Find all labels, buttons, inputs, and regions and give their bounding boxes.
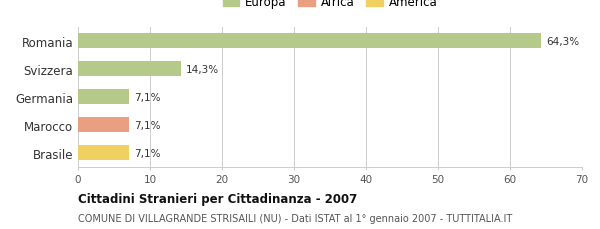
Text: 7,1%: 7,1% xyxy=(134,120,161,130)
Bar xyxy=(78,145,129,161)
Bar xyxy=(78,90,129,105)
Text: 14,3%: 14,3% xyxy=(186,64,219,74)
Bar xyxy=(78,62,181,77)
Legend: Europa, Africa, America: Europa, Africa, America xyxy=(218,0,442,14)
Text: Cittadini Stranieri per Cittadinanza - 2007: Cittadini Stranieri per Cittadinanza - 2… xyxy=(78,192,357,205)
Text: 7,1%: 7,1% xyxy=(134,92,161,102)
Bar xyxy=(78,117,129,133)
Text: 64,3%: 64,3% xyxy=(546,36,579,46)
Text: 7,1%: 7,1% xyxy=(134,148,161,158)
Text: COMUNE DI VILLAGRANDE STRISAILI (NU) - Dati ISTAT al 1° gennaio 2007 - TUTTITALI: COMUNE DI VILLAGRANDE STRISAILI (NU) - D… xyxy=(78,213,512,224)
Bar xyxy=(78,34,541,49)
